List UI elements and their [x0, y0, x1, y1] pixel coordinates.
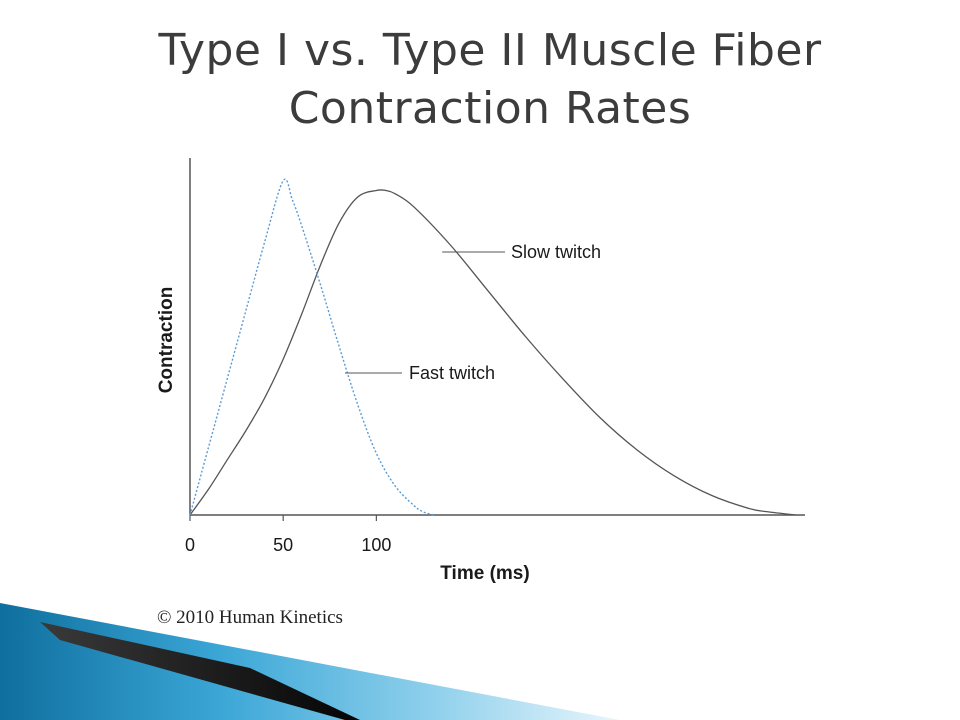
labels-layer: Slow twitch Fast twitch: [345, 242, 601, 383]
series-layer: [189, 178, 796, 516]
y-axis-title: Contraction: [156, 287, 177, 394]
series-line-slow-twitch: [189, 189, 796, 516]
x-tick-label: 0: [185, 535, 195, 555]
x-tick-label: 100: [361, 535, 391, 555]
copyright-text: © 2010 Human Kinetics: [157, 607, 343, 628]
slide-title: Type I vs. Type II Muscle Fiber Contract…: [158, 25, 822, 134]
decor-dark-wedge: [40, 622, 360, 720]
series-label-slow-twitch: Slow twitch: [511, 242, 601, 262]
x-tick-label: 50: [273, 535, 293, 555]
decor-blue-wedge: [0, 603, 620, 720]
series-label-fast-twitch: Fast twitch: [409, 363, 495, 383]
x-axis-title: Time (ms): [440, 563, 529, 584]
axes: 0 50 100 Time (ms) Contraction: [156, 158, 805, 584]
series-line-fast-twitch: [189, 178, 435, 516]
